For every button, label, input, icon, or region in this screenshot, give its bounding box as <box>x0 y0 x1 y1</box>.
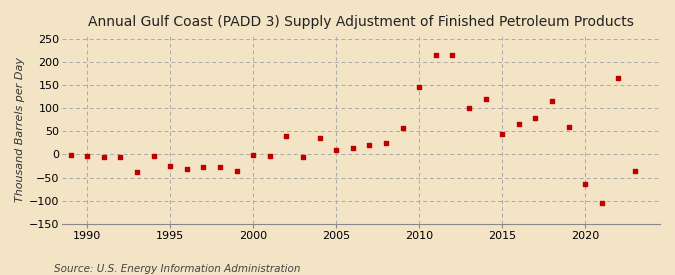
Point <box>315 136 325 141</box>
Point <box>132 170 142 174</box>
Point <box>82 154 92 158</box>
Point <box>165 164 176 168</box>
Point <box>564 125 574 129</box>
Title: Annual Gulf Coast (PADD 3) Supply Adjustment of Finished Petroleum Products: Annual Gulf Coast (PADD 3) Supply Adjust… <box>88 15 634 29</box>
Point <box>447 53 458 57</box>
Point <box>232 169 242 173</box>
Point <box>248 153 259 157</box>
Point <box>298 155 308 159</box>
Point <box>265 154 275 158</box>
Point <box>182 167 192 172</box>
Point <box>547 99 558 104</box>
Point <box>613 76 624 80</box>
Point <box>115 155 126 159</box>
Point <box>281 134 292 138</box>
Point <box>364 143 375 147</box>
Point <box>99 155 109 159</box>
Point <box>215 165 225 170</box>
Point <box>497 131 508 136</box>
Point <box>630 169 641 173</box>
Point <box>481 97 491 101</box>
Point <box>431 53 441 57</box>
Point <box>597 201 608 205</box>
Point <box>530 115 541 120</box>
Point <box>414 85 425 90</box>
Y-axis label: Thousand Barrels per Day: Thousand Barrels per Day <box>15 57 25 202</box>
Point <box>148 154 159 158</box>
Point <box>580 182 591 186</box>
Point <box>331 148 342 152</box>
Point <box>464 106 475 111</box>
Point <box>348 145 358 150</box>
Point <box>514 122 524 127</box>
Point <box>198 165 209 169</box>
Point <box>381 141 392 145</box>
Text: Source: U.S. Energy Information Administration: Source: U.S. Energy Information Administ… <box>54 264 300 274</box>
Point <box>398 126 408 130</box>
Point <box>65 153 76 158</box>
